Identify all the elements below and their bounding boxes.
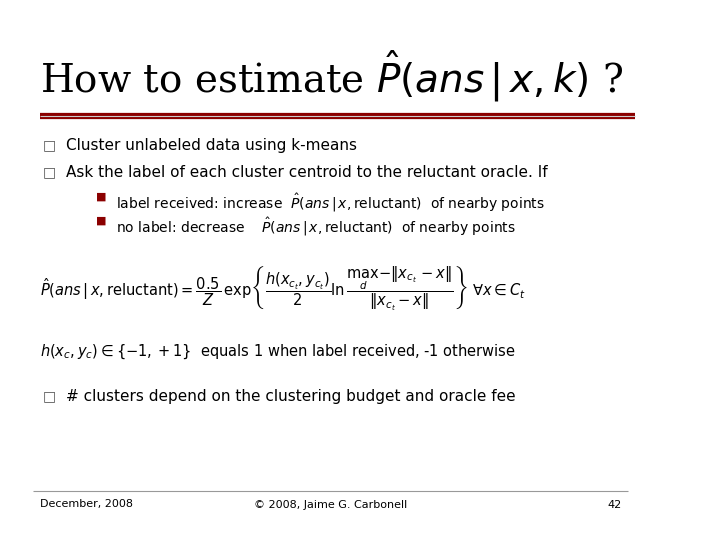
Text: label received: increase  $\hat{P}(ans\,|\,x,\mathrm{reluctant})$  of nearby poi: label received: increase $\hat{P}(ans\,|… [116,192,544,214]
Text: □: □ [43,138,56,152]
Text: © 2008, Jaime G. Carbonell: © 2008, Jaime G. Carbonell [254,500,408,510]
Text: ■: ■ [96,192,107,202]
Text: $h(x_c,y_c) \in \{-1,+1\}$  equals 1 when label received, -1 otherwise: $h(x_c,y_c) \in \{-1,+1\}$ equals 1 when… [40,343,516,361]
Text: How to estimate $\hat{P}(ans\,|\,x,k)$ ?: How to estimate $\hat{P}(ans\,|\,x,k)$ ? [40,49,623,104]
Text: □: □ [43,389,56,403]
Text: 42: 42 [607,500,621,510]
Text: Ask the label of each cluster centroid to the reluctant oracle. If: Ask the label of each cluster centroid t… [66,165,548,180]
Text: # clusters depend on the clustering budget and oracle fee: # clusters depend on the clustering budg… [66,389,516,404]
Text: Cluster unlabeled data using k-means: Cluster unlabeled data using k-means [66,138,357,153]
Text: December, 2008: December, 2008 [40,500,132,510]
Text: ■: ■ [96,216,107,226]
Text: $\hat{P}(ans\,|\,x,\mathrm{reluctant}) = \dfrac{0.5}{Z}\,\exp\!\left\{\dfrac{h(x: $\hat{P}(ans\,|\,x,\mathrm{reluctant}) =… [40,265,526,313]
Text: □: □ [43,165,56,179]
Text: no label: decrease    $\hat{P}(ans\,|\,x,\mathrm{reluctant})$  of nearby points: no label: decrease $\hat{P}(ans\,|\,x,\m… [116,216,516,238]
